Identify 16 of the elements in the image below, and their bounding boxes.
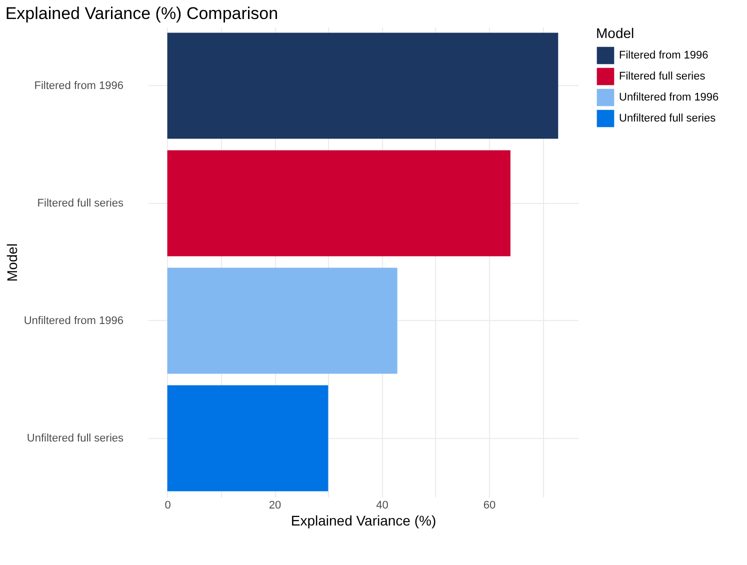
y-tick-label: Filtered full series (37, 197, 124, 210)
y-tick-label: Filtered from 1996 (34, 80, 124, 92)
legend-label: Unfiltered full series (619, 112, 716, 124)
chart-title: Explained Variance (%) Comparison (5, 4, 278, 23)
x-axis-title: Explained Variance (%) (290, 512, 436, 528)
legend-title: Model (596, 25, 634, 41)
x-tick-label: 40 (376, 500, 388, 512)
legend-label: Filtered full series (619, 70, 706, 82)
y-axis-title: Model (4, 243, 20, 282)
y-tick-label: Unfiltered from 1996 (24, 314, 124, 327)
legend-label: Unfiltered from 1996 (619, 92, 719, 104)
x-tick-label: 20 (268, 500, 282, 512)
legend-label: Filtered from 1996 (619, 50, 708, 62)
x-tick-label: 0 (164, 500, 171, 512)
y-tick-label: Unfiltered full series (26, 432, 124, 444)
x-tick-label: 60 (483, 500, 496, 512)
